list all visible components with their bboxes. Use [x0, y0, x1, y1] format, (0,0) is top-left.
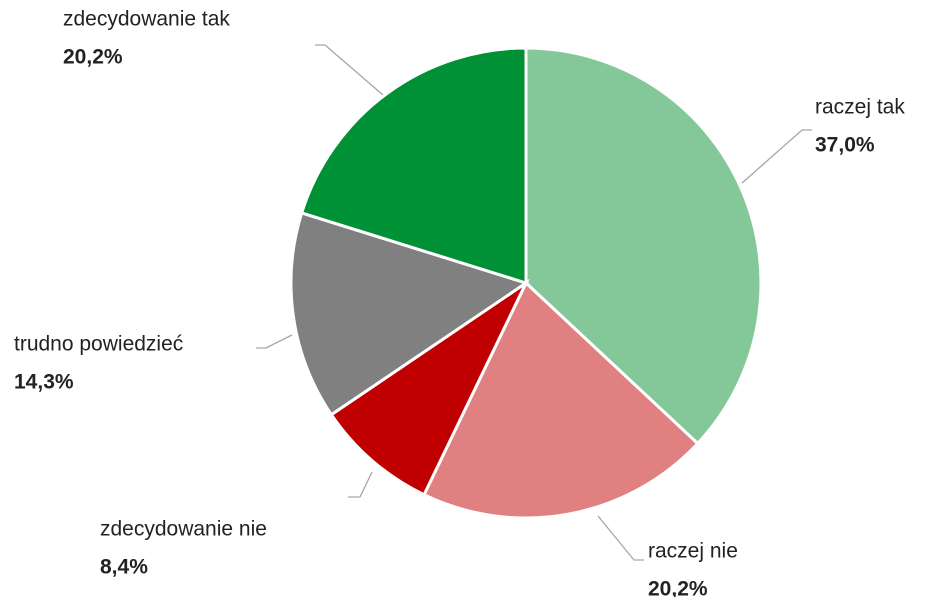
leader-line — [741, 129, 812, 184]
slice-label: trudno powiedzieć — [14, 333, 183, 356]
leader-line — [256, 334, 293, 349]
slice-value-label: 20,2% — [63, 46, 123, 69]
slice-label: zdecydowanie nie — [100, 518, 267, 541]
leader-line — [597, 515, 644, 561]
pie-slice — [289, 211, 530, 417]
pie-slice — [329, 278, 530, 497]
slice-value-label: 14,3% — [14, 371, 74, 394]
slice-value-label: 37,0% — [815, 134, 875, 157]
slice-label: raczej nie — [648, 540, 738, 563]
leader-line — [315, 44, 384, 96]
slice-value-label: 8,4% — [100, 556, 148, 579]
pie-slice — [299, 46, 528, 286]
pie-slice — [524, 46, 763, 446]
leader-line — [348, 471, 373, 498]
pie-slice — [422, 280, 700, 520]
slice-value-label: 20,2% — [648, 578, 708, 597]
slice-label: raczej tak — [815, 96, 905, 119]
slice-label: zdecydowanie tak — [63, 8, 230, 31]
